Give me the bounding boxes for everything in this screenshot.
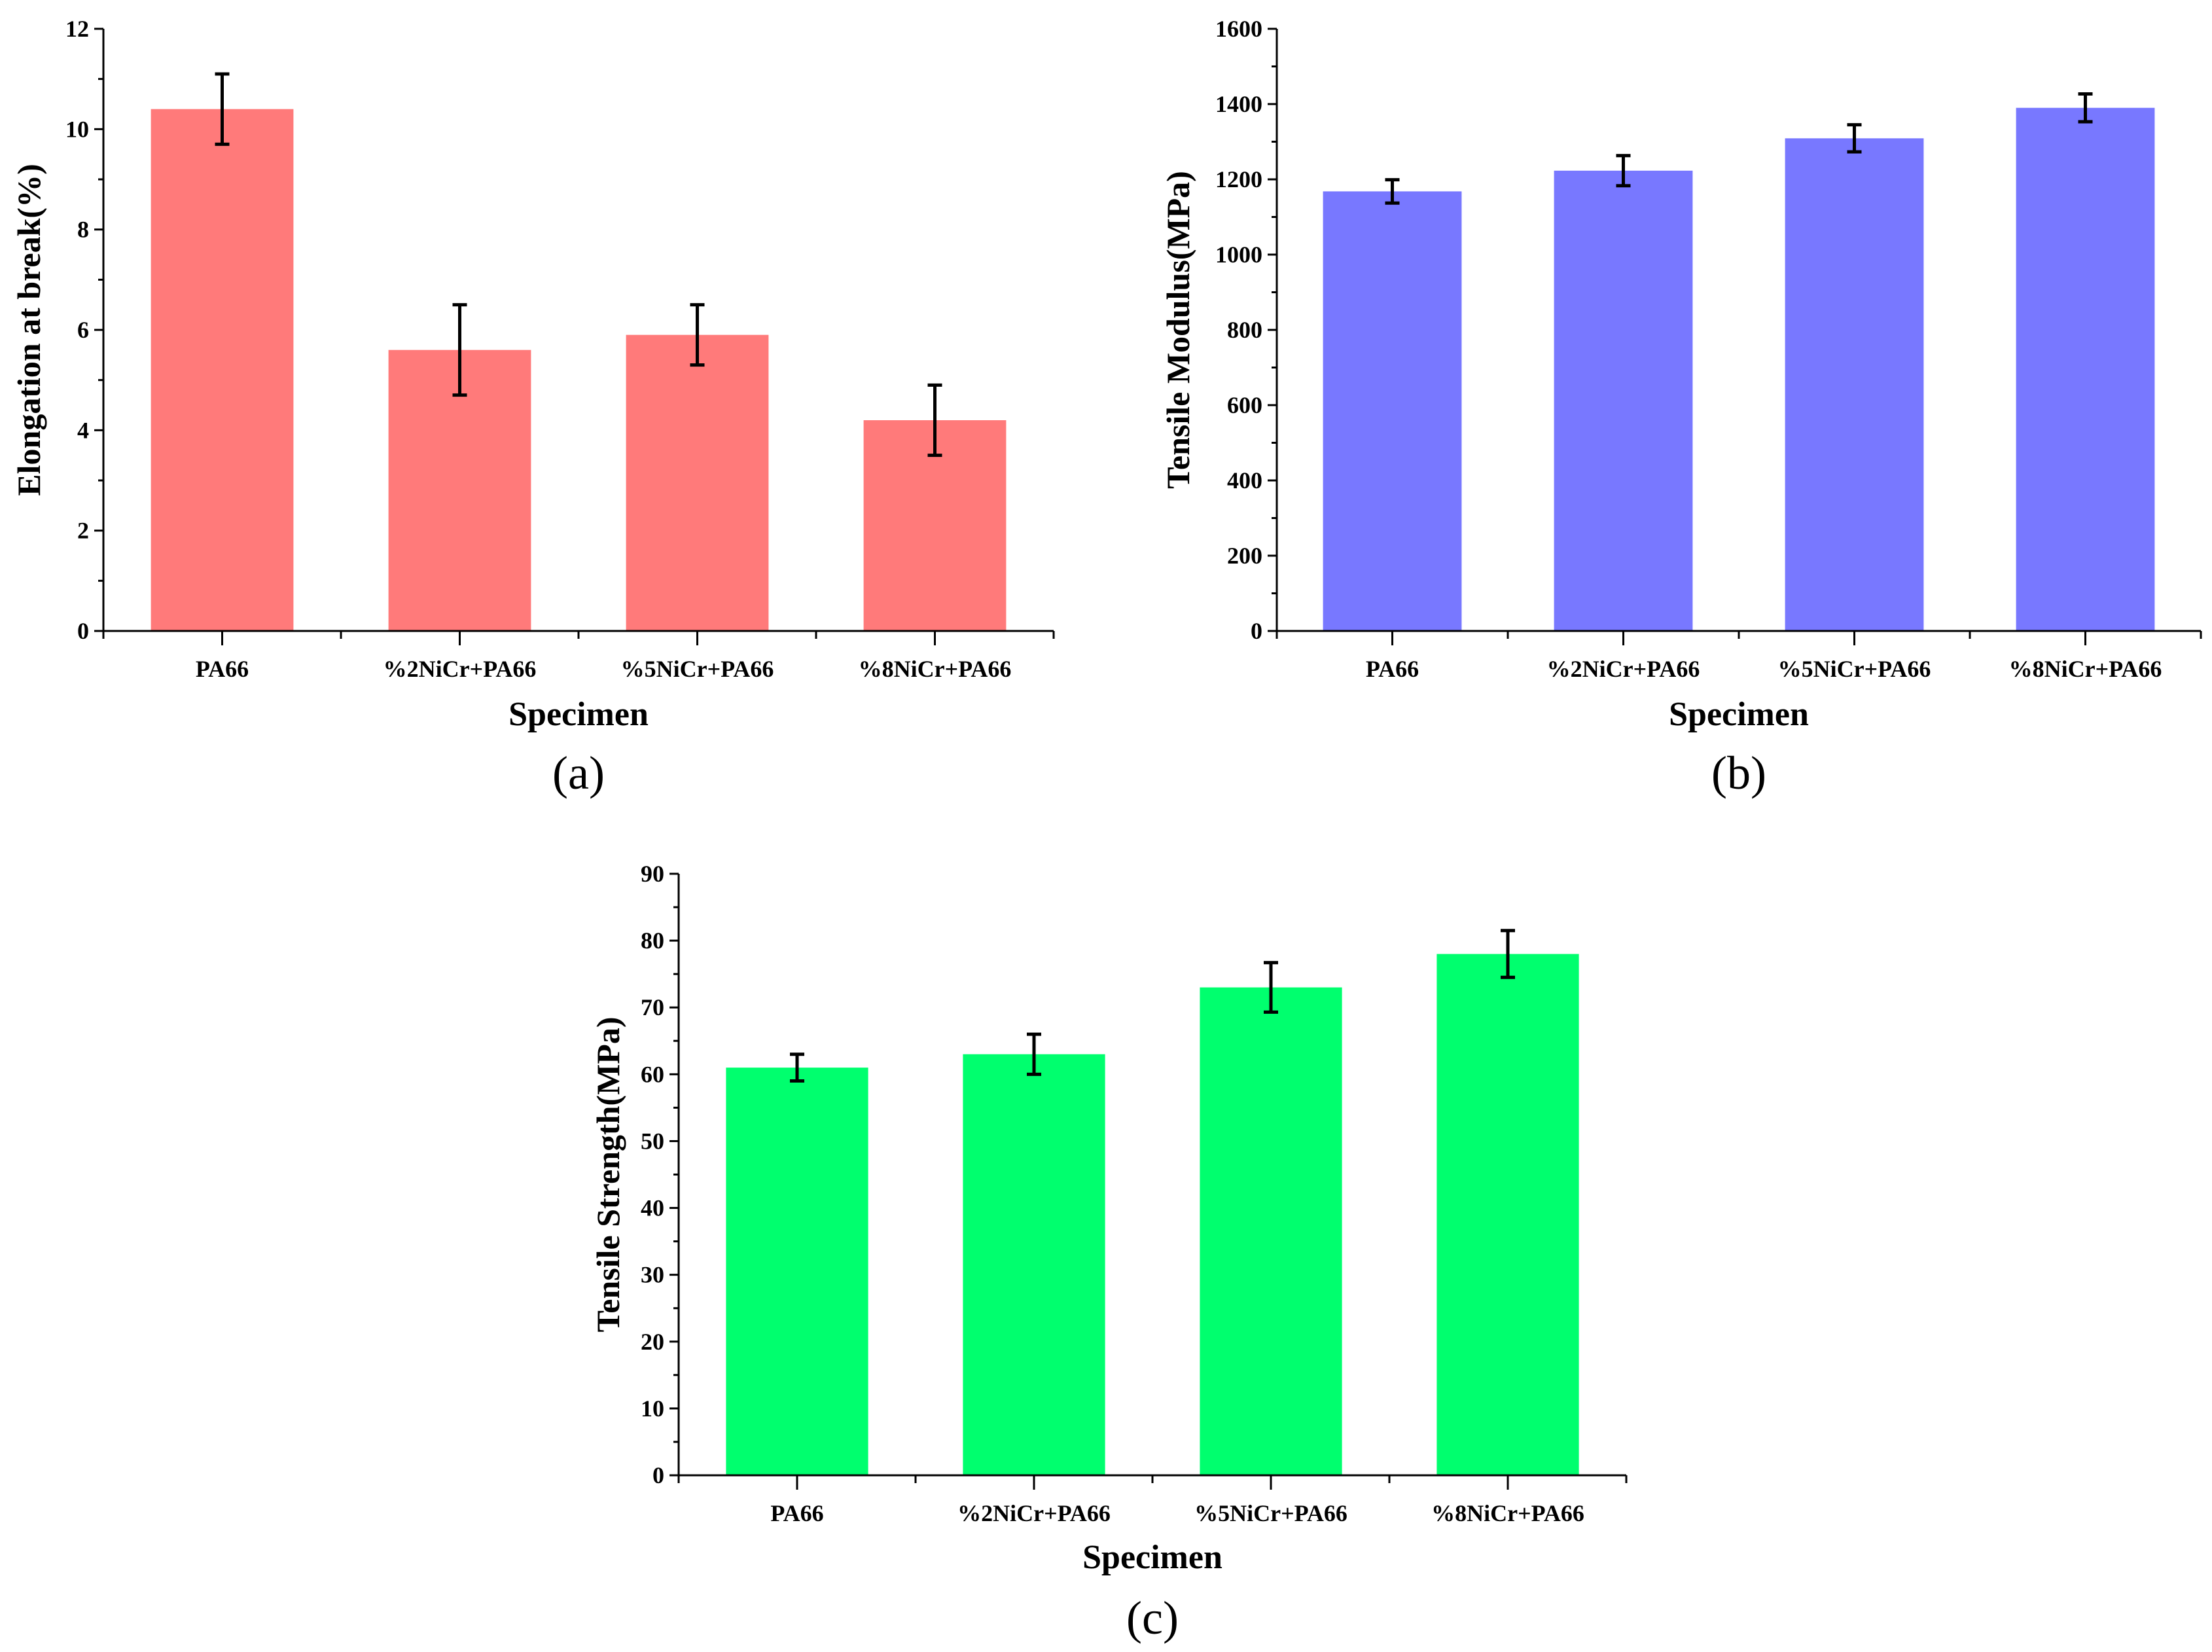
y-tick-label: 60 bbox=[641, 1061, 664, 1087]
y-tick-label: 10 bbox=[641, 1395, 664, 1422]
y-tick-label: 10 bbox=[65, 116, 89, 142]
y-tick-label: 12 bbox=[65, 16, 89, 42]
y-tick-label: 0 bbox=[652, 1462, 664, 1488]
y-tick-label: 90 bbox=[641, 861, 664, 887]
y-tick-label: 30 bbox=[641, 1262, 664, 1288]
y-tick-label: 600 bbox=[1227, 392, 1262, 418]
x-tick-label: %8NiCr+PA66 bbox=[859, 656, 1012, 682]
y-tick-label: 0 bbox=[1251, 618, 1262, 644]
bar bbox=[1200, 987, 1342, 1475]
x-tick-label: PA66 bbox=[770, 1500, 823, 1526]
y-tick-label: 1000 bbox=[1215, 242, 1262, 268]
chart-b-tensile-modulus: PA66 %2NiCr+PA66 %5NiCr+PA66 %8NiCr+PA66 0 20… bbox=[1160, 16, 2202, 799]
x-tick-label: %2NiCr+PA66 bbox=[1547, 656, 1700, 682]
bar bbox=[2016, 107, 2155, 631]
bar bbox=[626, 334, 769, 631]
y-axis-title: Tensile Strength(MPa) bbox=[590, 1017, 626, 1333]
bar bbox=[1436, 954, 1579, 1475]
y-tick-label: 2 bbox=[77, 518, 89, 544]
y-tick-label: 70 bbox=[641, 994, 664, 1020]
x-tick-label: %2NiCr+PA66 bbox=[957, 1500, 1111, 1526]
chart-c-tensile-strength: PA66 %2NiCr+PA66 %5NiCr+PA66 %8NiCr+PA66 0 10… bbox=[590, 861, 1628, 1644]
panel-label: (c) bbox=[1126, 1592, 1179, 1644]
y-tick-label: 20 bbox=[641, 1329, 664, 1355]
y-axis-title: Tensile Modulus(MPa) bbox=[1160, 171, 1196, 489]
y-tick-label: 6 bbox=[77, 317, 89, 343]
y-tick-label: 8 bbox=[77, 217, 89, 243]
y-tick-label: 800 bbox=[1227, 317, 1262, 343]
y-tick-label: 50 bbox=[641, 1128, 664, 1154]
y-tick-label: 40 bbox=[641, 1195, 664, 1221]
bar bbox=[1785, 138, 1924, 631]
x-tick-label: %5NiCr+PA66 bbox=[1194, 1500, 1347, 1526]
x-tick-label: %8NiCr+PA66 bbox=[1431, 1500, 1584, 1526]
bar bbox=[726, 1068, 868, 1475]
x-tick-label: %5NiCr+PA66 bbox=[621, 656, 774, 682]
y-tick-label: 1400 bbox=[1215, 91, 1262, 117]
y-tick-label: 1200 bbox=[1215, 166, 1262, 192]
y-tick-label: 1600 bbox=[1215, 16, 1262, 42]
x-axis-title: Specimen bbox=[508, 696, 649, 733]
panel-label: (a) bbox=[552, 747, 605, 799]
bar bbox=[151, 109, 294, 631]
y-axis-title: Elongation at break(%) bbox=[10, 164, 47, 495]
y-tick-label: 80 bbox=[641, 927, 664, 954]
bar bbox=[388, 350, 531, 631]
x-axis-title: Specimen bbox=[1082, 1539, 1222, 1576]
x-tick-label: PA66 bbox=[196, 656, 249, 682]
x-tick-label: PA66 bbox=[1366, 656, 1419, 682]
bar bbox=[963, 1054, 1105, 1475]
x-axis-title: Specimen bbox=[1669, 696, 1809, 733]
bar bbox=[1323, 191, 1462, 631]
y-tick-label: 200 bbox=[1227, 543, 1262, 569]
y-tick-label: 0 bbox=[77, 618, 89, 644]
x-tick-label: %5NiCr+PA66 bbox=[1778, 656, 1931, 682]
x-tick-label: %2NiCr+PA66 bbox=[384, 656, 537, 682]
chart-a-elongation: PA66 %2NiCr+PA66 %5NiCr+PA66 %8NiCr+PA66 0 2 4… bbox=[10, 16, 1055, 799]
y-tick-label: 400 bbox=[1227, 467, 1262, 494]
x-tick-label: %8NiCr+PA66 bbox=[2009, 656, 2162, 682]
y-tick-label: 4 bbox=[77, 417, 89, 443]
panel-label: (b) bbox=[1711, 747, 1766, 799]
bar bbox=[1554, 170, 1693, 631]
